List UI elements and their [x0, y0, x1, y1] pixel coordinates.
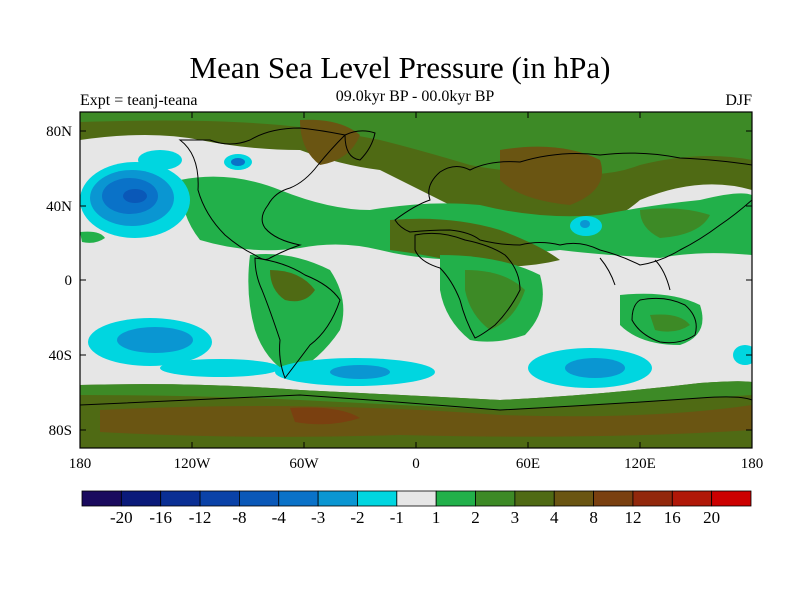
colorbar-label: -4 — [272, 508, 287, 527]
colorbar-swatch — [711, 490, 752, 507]
lat-label: 80N — [46, 124, 72, 140]
colorbar-swatch — [475, 490, 516, 507]
lon-label: 60W — [289, 456, 319, 472]
pressure-field — [80, 112, 752, 448]
colorbar-swatch — [632, 490, 673, 507]
colorbar-label: -20 — [110, 508, 133, 527]
colorbar-label: 12 — [624, 508, 641, 527]
colorbar-label: 3 — [511, 508, 520, 527]
lon-label: 120W — [174, 456, 212, 472]
lon-label: 180 — [69, 456, 92, 472]
map-title: Mean Sea Level Pressure (in hPa) — [189, 50, 611, 85]
lat-label: 40S — [49, 348, 72, 364]
colorbar-swatch — [81, 490, 122, 507]
lat-ticks — [80, 130, 752, 431]
colorbar-swatch — [553, 490, 594, 507]
colorbar-label: -1 — [390, 508, 404, 527]
lat-label: 80S — [49, 423, 72, 439]
colorbar-label: -2 — [350, 508, 364, 527]
lon-ticks — [191, 112, 641, 448]
colorbar-label: 16 — [664, 508, 681, 527]
experiment-label: Expt = teanj-teana — [80, 92, 198, 109]
colorbar-swatch — [199, 490, 240, 507]
colorbar-swatch — [239, 490, 280, 507]
colorbar-label: 4 — [550, 508, 559, 527]
colorbar-label: 8 — [589, 508, 598, 527]
colorbar-swatch — [120, 490, 162, 507]
colorbar-swatch — [671, 490, 713, 507]
lon-label: 180 — [741, 456, 764, 472]
lon-label: 0 — [412, 456, 420, 472]
lon-label: 60E — [516, 456, 540, 472]
colorbar-label: -3 — [311, 508, 325, 527]
season-label: DJF — [725, 92, 752, 109]
colorbar-label: -12 — [189, 508, 212, 527]
lat-label: 0 — [65, 273, 73, 289]
colorbar-swatch — [396, 490, 437, 507]
colorbar-swatch — [160, 490, 201, 507]
lon-label: 120E — [624, 456, 656, 472]
colorbar-label: 1 — [432, 508, 441, 527]
south-america-field — [248, 254, 344, 375]
colorbar-label: 2 — [471, 508, 480, 527]
period-label: 09.0kyr BP - 00.0kyr BP — [335, 88, 495, 105]
lat-label: 40N — [46, 199, 72, 215]
colorbar: -20 -16 -12 -8 -4 -3 -2 -1 1 2 3 4 8 12 16 20 — [81, 490, 752, 527]
midlat-band — [180, 176, 752, 260]
colorbar-swatch — [317, 490, 358, 507]
colorbar-label: -8 — [232, 508, 246, 527]
colorbar-swatch — [593, 490, 634, 507]
colorbar-swatch — [357, 490, 398, 507]
colorbar-swatch — [435, 490, 476, 507]
colorbar-label: -16 — [149, 508, 172, 527]
coastlines — [80, 127, 752, 411]
colorbar-swatch — [514, 490, 555, 507]
colorbar-label: 20 — [703, 508, 720, 527]
colorbar-swatch — [278, 490, 319, 507]
